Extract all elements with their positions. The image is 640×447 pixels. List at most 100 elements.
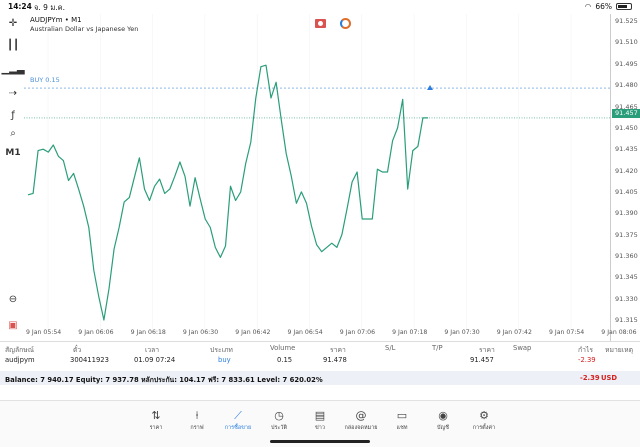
time-tick-label: 9 Jan 06:30: [182, 329, 219, 336]
tab-label: การซื้อขาย: [224, 425, 252, 431]
tab-history[interactable]: ◷ ประวัติ: [259, 409, 299, 432]
time-tick-label: 9 Jan 06:42: [235, 329, 271, 336]
quotes-icon: ⇅: [151, 409, 161, 422]
table-header-cell: ประเภท: [210, 346, 233, 354]
time-tick-label: 9 Jan 06:18: [130, 329, 166, 336]
time-tick-label: 9 Jan 07:54: [549, 329, 585, 336]
tab-chat[interactable]: ▭ แชท: [382, 409, 422, 432]
trade-ticket: 300411923: [70, 356, 109, 364]
price-tick-label: 91.525: [615, 17, 638, 26]
crosshair-icon[interactable]: ✛: [8, 17, 18, 29]
trade-icon: ⟋: [234, 409, 242, 422]
price-chart[interactable]: [24, 14, 610, 330]
symbol-timeframe: • M1: [62, 16, 82, 24]
chart-area[interactable]: [24, 14, 640, 342]
table-header-cell: Swap: [513, 344, 532, 352]
broker-icon[interactable]: ▣: [8, 319, 18, 331]
chat-icon: ▭: [396, 409, 408, 422]
balance-currency: USD: [601, 374, 618, 382]
trade-current-price: 91.457: [470, 356, 494, 364]
zoom-icon[interactable]: ⊖: [8, 293, 18, 305]
tab-label: บัญชี: [437, 425, 449, 431]
trade-volume: 0.15: [277, 356, 293, 364]
symbol-description: Australian Dollar vs Japanese Yen: [30, 25, 139, 33]
status-time: 14:24: [8, 2, 32, 11]
price-tick-label: 91.375: [615, 230, 638, 239]
current-price-badge: 91.457: [612, 109, 640, 118]
time-tick-label: 9 Jan 06:06: [78, 329, 114, 336]
price-tick-label: 91.510: [615, 38, 638, 47]
tab-label: กล่องจดหมาย: [344, 425, 378, 431]
mailbox-icon: @: [355, 409, 367, 422]
price-tick-label: 91.495: [615, 59, 638, 68]
history-icon: ◷: [274, 409, 284, 422]
tab-account[interactable]: ◉ บัญชี: [423, 409, 463, 432]
price-tick-label: 91.345: [615, 273, 638, 282]
balance-row: Balance: 7 940.17 Equity: 7 937.78 หลักป…: [0, 371, 640, 385]
status-bar: 14:24 จ. 9 ม.ค. ◠ 66%: [0, 0, 640, 14]
battery-percent: 66%: [595, 2, 612, 11]
account-icon: ◉: [438, 409, 448, 422]
symbol-code: AUDJPYm: [30, 16, 63, 24]
time-tick-label: 9 Jan 07:18: [392, 329, 428, 336]
time-tick-label: 9 Jan 07:42: [496, 329, 532, 336]
price-tick-label: 91.390: [615, 209, 638, 218]
trade-symbol: audjpym: [5, 356, 35, 364]
tab-label: ประวัติ: [270, 425, 288, 431]
time-tick-label: 9 Jan 06:54: [287, 329, 323, 336]
time-axis: 9 Jan 05:54 9 Jan 06:06 9 Jan 06:18 9 Jan 0…: [24, 329, 640, 339]
time-tick-label: 9 Jan 08:06: [601, 329, 637, 336]
time-tick-label: 9 Jan 05:54: [26, 329, 62, 336]
price-axis: [610, 14, 640, 342]
table-header-cell: T/P: [432, 344, 443, 352]
trade-type: buy: [218, 356, 231, 364]
tab-chart[interactable]: ⍿ กราฟ: [177, 409, 217, 432]
tab-settings[interactable]: ⚙ การตั้งค่า: [464, 409, 504, 432]
settings-icon: ⚙: [479, 409, 489, 422]
home-indicator: [270, 440, 370, 443]
table-header-cell: ราคา: [330, 346, 346, 354]
chart-toolbar: ✛ ┃┃ ▁▂▃ ⇢ ƒ ⌕ M1 ⊖ ▣: [0, 14, 24, 334]
tab-mailbox[interactable]: @ กล่องจดหมาย: [341, 409, 381, 432]
wifi-icon: ◠: [584, 2, 592, 11]
balance-profit: -2.39: [580, 374, 600, 382]
indicators-icon[interactable]: ▁▂▃: [1, 63, 25, 75]
table-header-cell: สัญลักษณ์: [5, 346, 35, 354]
buy-arrow-icon: [427, 85, 433, 90]
timeframe-button[interactable]: M1: [5, 148, 21, 158]
trade-panel-icon[interactable]: [315, 19, 326, 28]
broker-logo-icon[interactable]: [340, 18, 351, 29]
tab-label: ข่าว: [315, 425, 325, 431]
battery-icon: [616, 3, 632, 10]
table-header-cell: กำไร: [578, 346, 594, 354]
table-header-cell: Volume: [270, 344, 296, 352]
tab-news[interactable]: ▤ ข่าว: [300, 409, 340, 432]
table-header-cell: S/L: [385, 344, 396, 352]
tab-quotes[interactable]: ⇅ ราคา: [136, 409, 176, 432]
table-header-cell: ราคา: [479, 346, 495, 354]
price-line-series: [27, 64, 428, 321]
tab-trade[interactable]: ⟋ การซื้อขาย: [218, 409, 258, 432]
trade-row[interactable]: audjpym 300411923 01.09 07:24 buy 0.15 9…: [0, 354, 640, 368]
status-right: ◠ 66%: [585, 2, 632, 11]
chart-icon: ⍿: [195, 409, 199, 422]
price-tick-label: 91.420: [615, 166, 638, 175]
tab-label: การตั้งค่า: [472, 425, 496, 431]
symbol-title: AUDJPYm • M1: [30, 16, 82, 24]
function-icon[interactable]: ƒ: [11, 109, 15, 121]
objects-icon[interactable]: ⇢: [8, 87, 18, 99]
drawing-icon[interactable]: ⌕: [10, 127, 16, 139]
price-tick-label: 91.465: [615, 102, 638, 111]
trade-table-header: สัญลักษณ์ ตั๋ว เวลา ประเภท Volume ราคา S/L T/P ร…: [0, 341, 640, 354]
price-tick-label: 91.480: [615, 81, 638, 90]
chart-type-icon[interactable]: ┃┃: [6, 39, 20, 51]
time-tick-label: 9 Jan 07:30: [444, 329, 480, 336]
balance-summary: Balance: 7 940.17 Equity: 7 937.78 หลักป…: [5, 376, 323, 384]
trade-open-price: 91.478: [323, 356, 347, 364]
trade-time: 01.09 07:24: [134, 356, 176, 364]
status-date: จ. 9 ม.ค.: [34, 3, 66, 12]
tab-label: แชท: [396, 425, 408, 431]
table-header-cell: หมายเหตุ: [605, 346, 633, 354]
buy-order-label: BUY 0.15: [30, 76, 60, 84]
table-header-cell: เวลา: [145, 346, 160, 354]
